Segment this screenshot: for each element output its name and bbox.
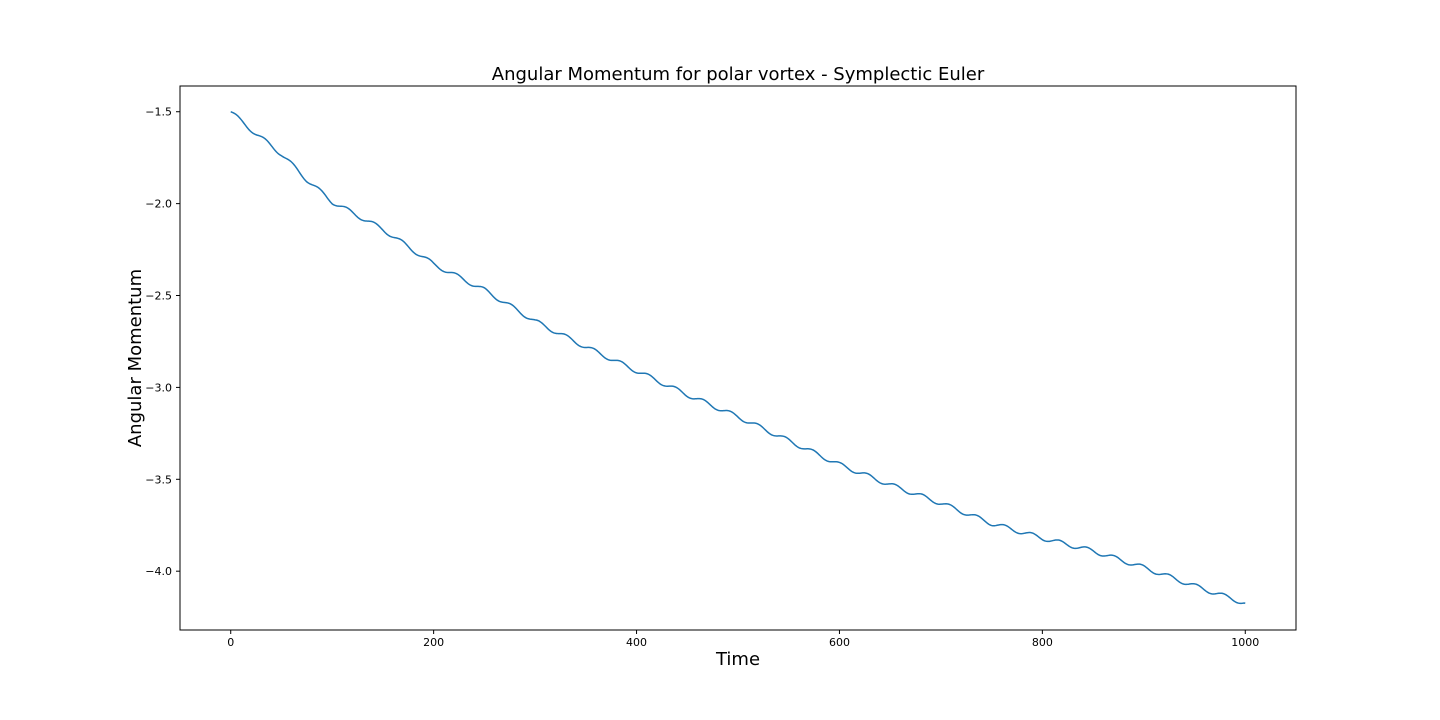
x-axis-label: Time bbox=[715, 649, 760, 670]
y-axis-label: Angular Momentum bbox=[125, 269, 146, 447]
x-tick-label: 800 bbox=[1032, 636, 1053, 649]
series-line bbox=[230, 111, 1246, 605]
chart-title: Angular Momentum for polar vortex - Symp… bbox=[492, 64, 985, 85]
y-tick-label: −2.0 bbox=[145, 198, 172, 211]
y-axis: −1.5 −2.0 −2.5 −3.0 −3.5 −4.0 bbox=[145, 106, 180, 578]
x-axis: 0 200 400 600 800 1000 bbox=[227, 630, 1259, 649]
y-tick-label: −3.0 bbox=[145, 381, 172, 394]
x-tick-label: 600 bbox=[829, 636, 850, 649]
x-tick-label: 400 bbox=[626, 636, 647, 649]
plot-frame bbox=[179, 85, 1297, 631]
y-tick-label: −1.5 bbox=[145, 106, 172, 119]
y-tick-label: −3.5 bbox=[145, 473, 172, 486]
y-tick-label: −4.0 bbox=[145, 565, 172, 578]
x-tick-label: 0 bbox=[227, 636, 234, 649]
x-tick-label: 200 bbox=[423, 636, 444, 649]
y-tick-label: −2.5 bbox=[145, 290, 172, 303]
x-tick-label: 1000 bbox=[1231, 636, 1259, 649]
